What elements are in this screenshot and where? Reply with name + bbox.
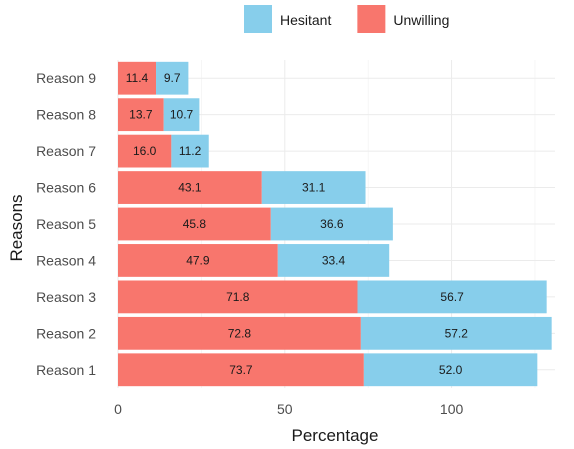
bar-hesitant (277, 244, 390, 277)
bar-labels: 73.7 52.0 72.8 57.2 71.8 56.7 47.9 33.4 45.8 36.6… (126, 71, 468, 377)
legend-label-unwilling: Unwilling (393, 12, 449, 28)
bar-unwilling (118, 98, 164, 132)
bar-unwilling (118, 134, 172, 168)
bars (118, 61, 552, 387)
bar-hesitant (357, 280, 547, 314)
legend-label-hesitant: Hesitant (280, 12, 331, 28)
data-label-hesitant: 52.0 (439, 363, 463, 377)
x-tick-label: 100 (440, 401, 464, 417)
data-label-unwilling: 71.8 (226, 290, 250, 304)
data-label-unwilling: 73.7 (229, 363, 253, 377)
bar-hesitant (156, 61, 189, 95)
bar-hesitant (171, 134, 209, 168)
bar-hesitant (163, 98, 200, 132)
data-label-hesitant: 56.7 (440, 290, 464, 304)
x-tick-label: 50 (277, 401, 293, 417)
bar-hesitant (261, 171, 366, 204)
bar-unwilling (118, 207, 271, 241)
x-tick-label: 0 (114, 401, 122, 417)
y-axis-title: Reasons (7, 194, 26, 261)
data-label-hesitant: 57.2 (445, 326, 469, 340)
data-label-hesitant: 33.4 (322, 253, 346, 267)
bar-unwilling (118, 61, 157, 95)
data-label-unwilling: 16.0 (133, 144, 157, 158)
bar-unwilling (118, 244, 278, 277)
y-tick-label: Reason 9 (36, 70, 96, 86)
data-label-hesitant: 36.6 (320, 217, 344, 231)
x-axis: 0 50 100 (114, 401, 463, 417)
bar-unwilling (118, 316, 361, 350)
data-label-hesitant: 31.1 (302, 181, 326, 195)
data-label-unwilling: 45.8 (183, 217, 207, 231)
y-tick-label: Reason 4 (36, 252, 96, 268)
bar-unwilling (118, 171, 262, 204)
bar-hesitant (360, 316, 552, 350)
bar-unwilling (118, 353, 364, 387)
data-label-hesitant: 11.2 (179, 144, 202, 158)
data-label-unwilling: 47.9 (186, 253, 210, 267)
y-axis: Reason 1 Reason 2 Reason 3 Reason 4 Reason 5… (36, 70, 96, 378)
legend-swatch-unwilling (357, 5, 386, 33)
y-tick-label: Reason 1 (36, 362, 96, 378)
y-tick-label: Reason 5 (36, 216, 96, 232)
y-tick-label: Reason 3 (36, 289, 96, 305)
bar-unwilling (118, 280, 358, 314)
data-label-hesitant: 10.7 (170, 108, 194, 122)
legend: Hesitant Unwilling (244, 5, 449, 33)
data-label-hesitant: 9.7 (164, 71, 181, 85)
y-tick-label: Reason 2 (36, 325, 96, 341)
bar-hesitant (363, 353, 538, 387)
data-label-unwilling: 43.1 (178, 181, 202, 195)
x-axis-title: Percentage (292, 426, 379, 445)
data-label-unwilling: 11.4 (126, 71, 149, 85)
data-label-unwilling: 13.7 (129, 108, 153, 122)
y-tick-label: Reason 7 (36, 143, 96, 159)
y-tick-label: Reason 8 (36, 107, 96, 123)
y-tick-label: Reason 6 (36, 180, 96, 196)
data-label-unwilling: 72.8 (228, 326, 252, 340)
legend-swatch-hesitant (244, 5, 272, 33)
bar-hesitant (270, 207, 393, 241)
